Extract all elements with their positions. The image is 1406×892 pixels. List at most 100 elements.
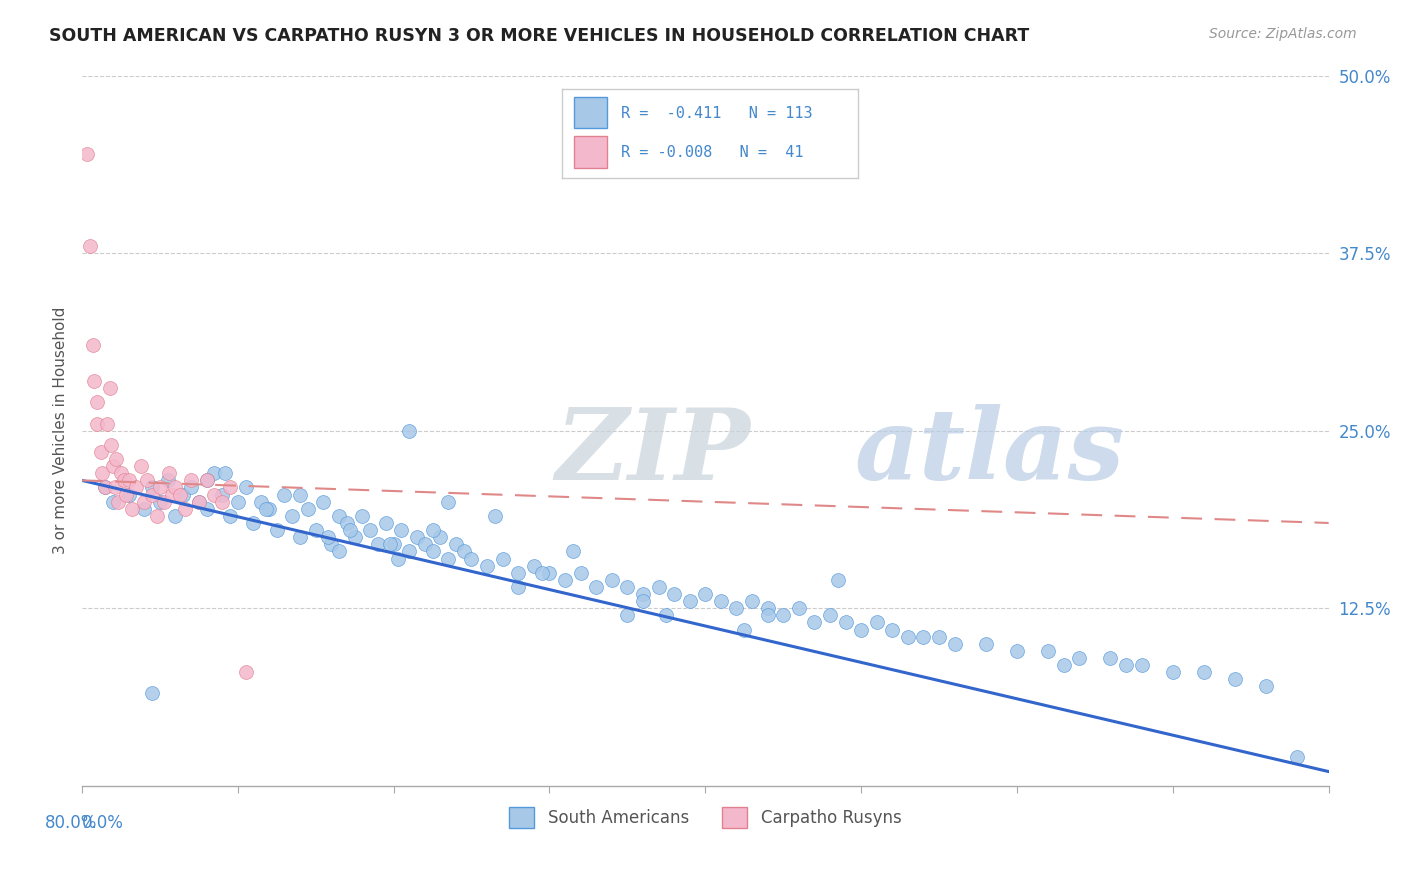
Point <box>211 487 233 501</box>
Point <box>352 508 374 523</box>
Point <box>328 508 350 523</box>
Point <box>1223 672 1246 686</box>
Point <box>756 601 779 615</box>
Point <box>257 501 280 516</box>
Point <box>710 594 733 608</box>
Point <box>733 623 755 637</box>
Point <box>165 508 187 523</box>
Point <box>105 452 128 467</box>
Point <box>226 494 249 508</box>
Point <box>382 537 405 551</box>
Point <box>437 551 460 566</box>
Point <box>180 480 202 494</box>
Point <box>387 551 409 566</box>
Point <box>288 530 311 544</box>
Point <box>561 544 583 558</box>
Text: R = -0.008   N =  41: R = -0.008 N = 41 <box>621 145 804 160</box>
Point <box>655 608 678 623</box>
Point <box>125 480 148 494</box>
Point <box>1286 750 1309 764</box>
Point <box>1161 665 1184 680</box>
Point <box>242 516 264 530</box>
Point <box>141 487 163 501</box>
Point <box>141 480 163 494</box>
Point <box>288 487 311 501</box>
Point <box>100 438 122 452</box>
Point <box>117 474 139 488</box>
Point <box>406 530 429 544</box>
Point <box>367 537 389 551</box>
Point <box>219 480 242 494</box>
Point <box>136 474 159 488</box>
Point <box>94 480 117 494</box>
Text: atlas: atlas <box>855 404 1125 500</box>
Point <box>86 395 108 409</box>
Point <box>83 374 105 388</box>
Point <box>1053 658 1076 673</box>
Point <box>616 580 638 594</box>
Point <box>530 566 553 580</box>
Point <box>928 630 950 644</box>
Point <box>631 594 654 608</box>
Point <box>897 630 920 644</box>
Point <box>134 501 156 516</box>
Point <box>162 487 184 501</box>
Point <box>117 487 139 501</box>
Point <box>429 530 451 544</box>
Point <box>195 474 218 488</box>
Point <box>380 537 402 551</box>
FancyBboxPatch shape <box>574 136 607 168</box>
Point <box>398 424 420 438</box>
Y-axis label: 3 or more Vehicles in Household: 3 or more Vehicles in Household <box>53 307 67 554</box>
Point <box>725 601 748 615</box>
Point <box>129 459 152 474</box>
Point <box>91 467 114 481</box>
Point <box>312 494 335 508</box>
Point <box>219 508 242 523</box>
Point <box>834 615 856 630</box>
Point <box>437 494 460 508</box>
Point <box>695 587 717 601</box>
Point <box>165 480 187 494</box>
Point <box>169 487 191 501</box>
Point <box>756 608 779 623</box>
Point <box>422 523 444 537</box>
Text: 0.0%: 0.0% <box>82 814 124 832</box>
Point <box>508 580 530 594</box>
Point <box>538 566 561 580</box>
Point <box>1005 644 1028 658</box>
Point <box>235 480 257 494</box>
Point <box>145 508 167 523</box>
Point <box>79 239 101 253</box>
Point <box>86 417 108 431</box>
Point <box>114 487 136 501</box>
Point <box>631 587 654 601</box>
Point <box>153 494 176 508</box>
Point <box>82 338 104 352</box>
Point <box>389 523 412 537</box>
Point <box>281 508 304 523</box>
Point <box>96 417 118 431</box>
Legend: South Americans, Carpatho Rusyns: South Americans, Carpatho Rusyns <box>502 801 908 834</box>
Point <box>849 623 872 637</box>
Point <box>101 494 124 508</box>
Point <box>818 608 841 623</box>
Point <box>827 573 849 587</box>
Point <box>195 474 218 488</box>
Point <box>484 508 506 523</box>
Point <box>912 630 935 644</box>
Point <box>316 530 339 544</box>
Point <box>328 544 350 558</box>
Point <box>98 381 121 395</box>
Point <box>214 467 236 481</box>
Point <box>882 623 904 637</box>
Point <box>1036 644 1059 658</box>
Point <box>101 459 124 474</box>
Point <box>492 551 515 566</box>
Point <box>374 516 396 530</box>
Point <box>616 608 638 623</box>
Point <box>398 544 420 558</box>
Point <box>803 615 825 630</box>
Point <box>569 566 592 580</box>
Point <box>195 501 218 516</box>
